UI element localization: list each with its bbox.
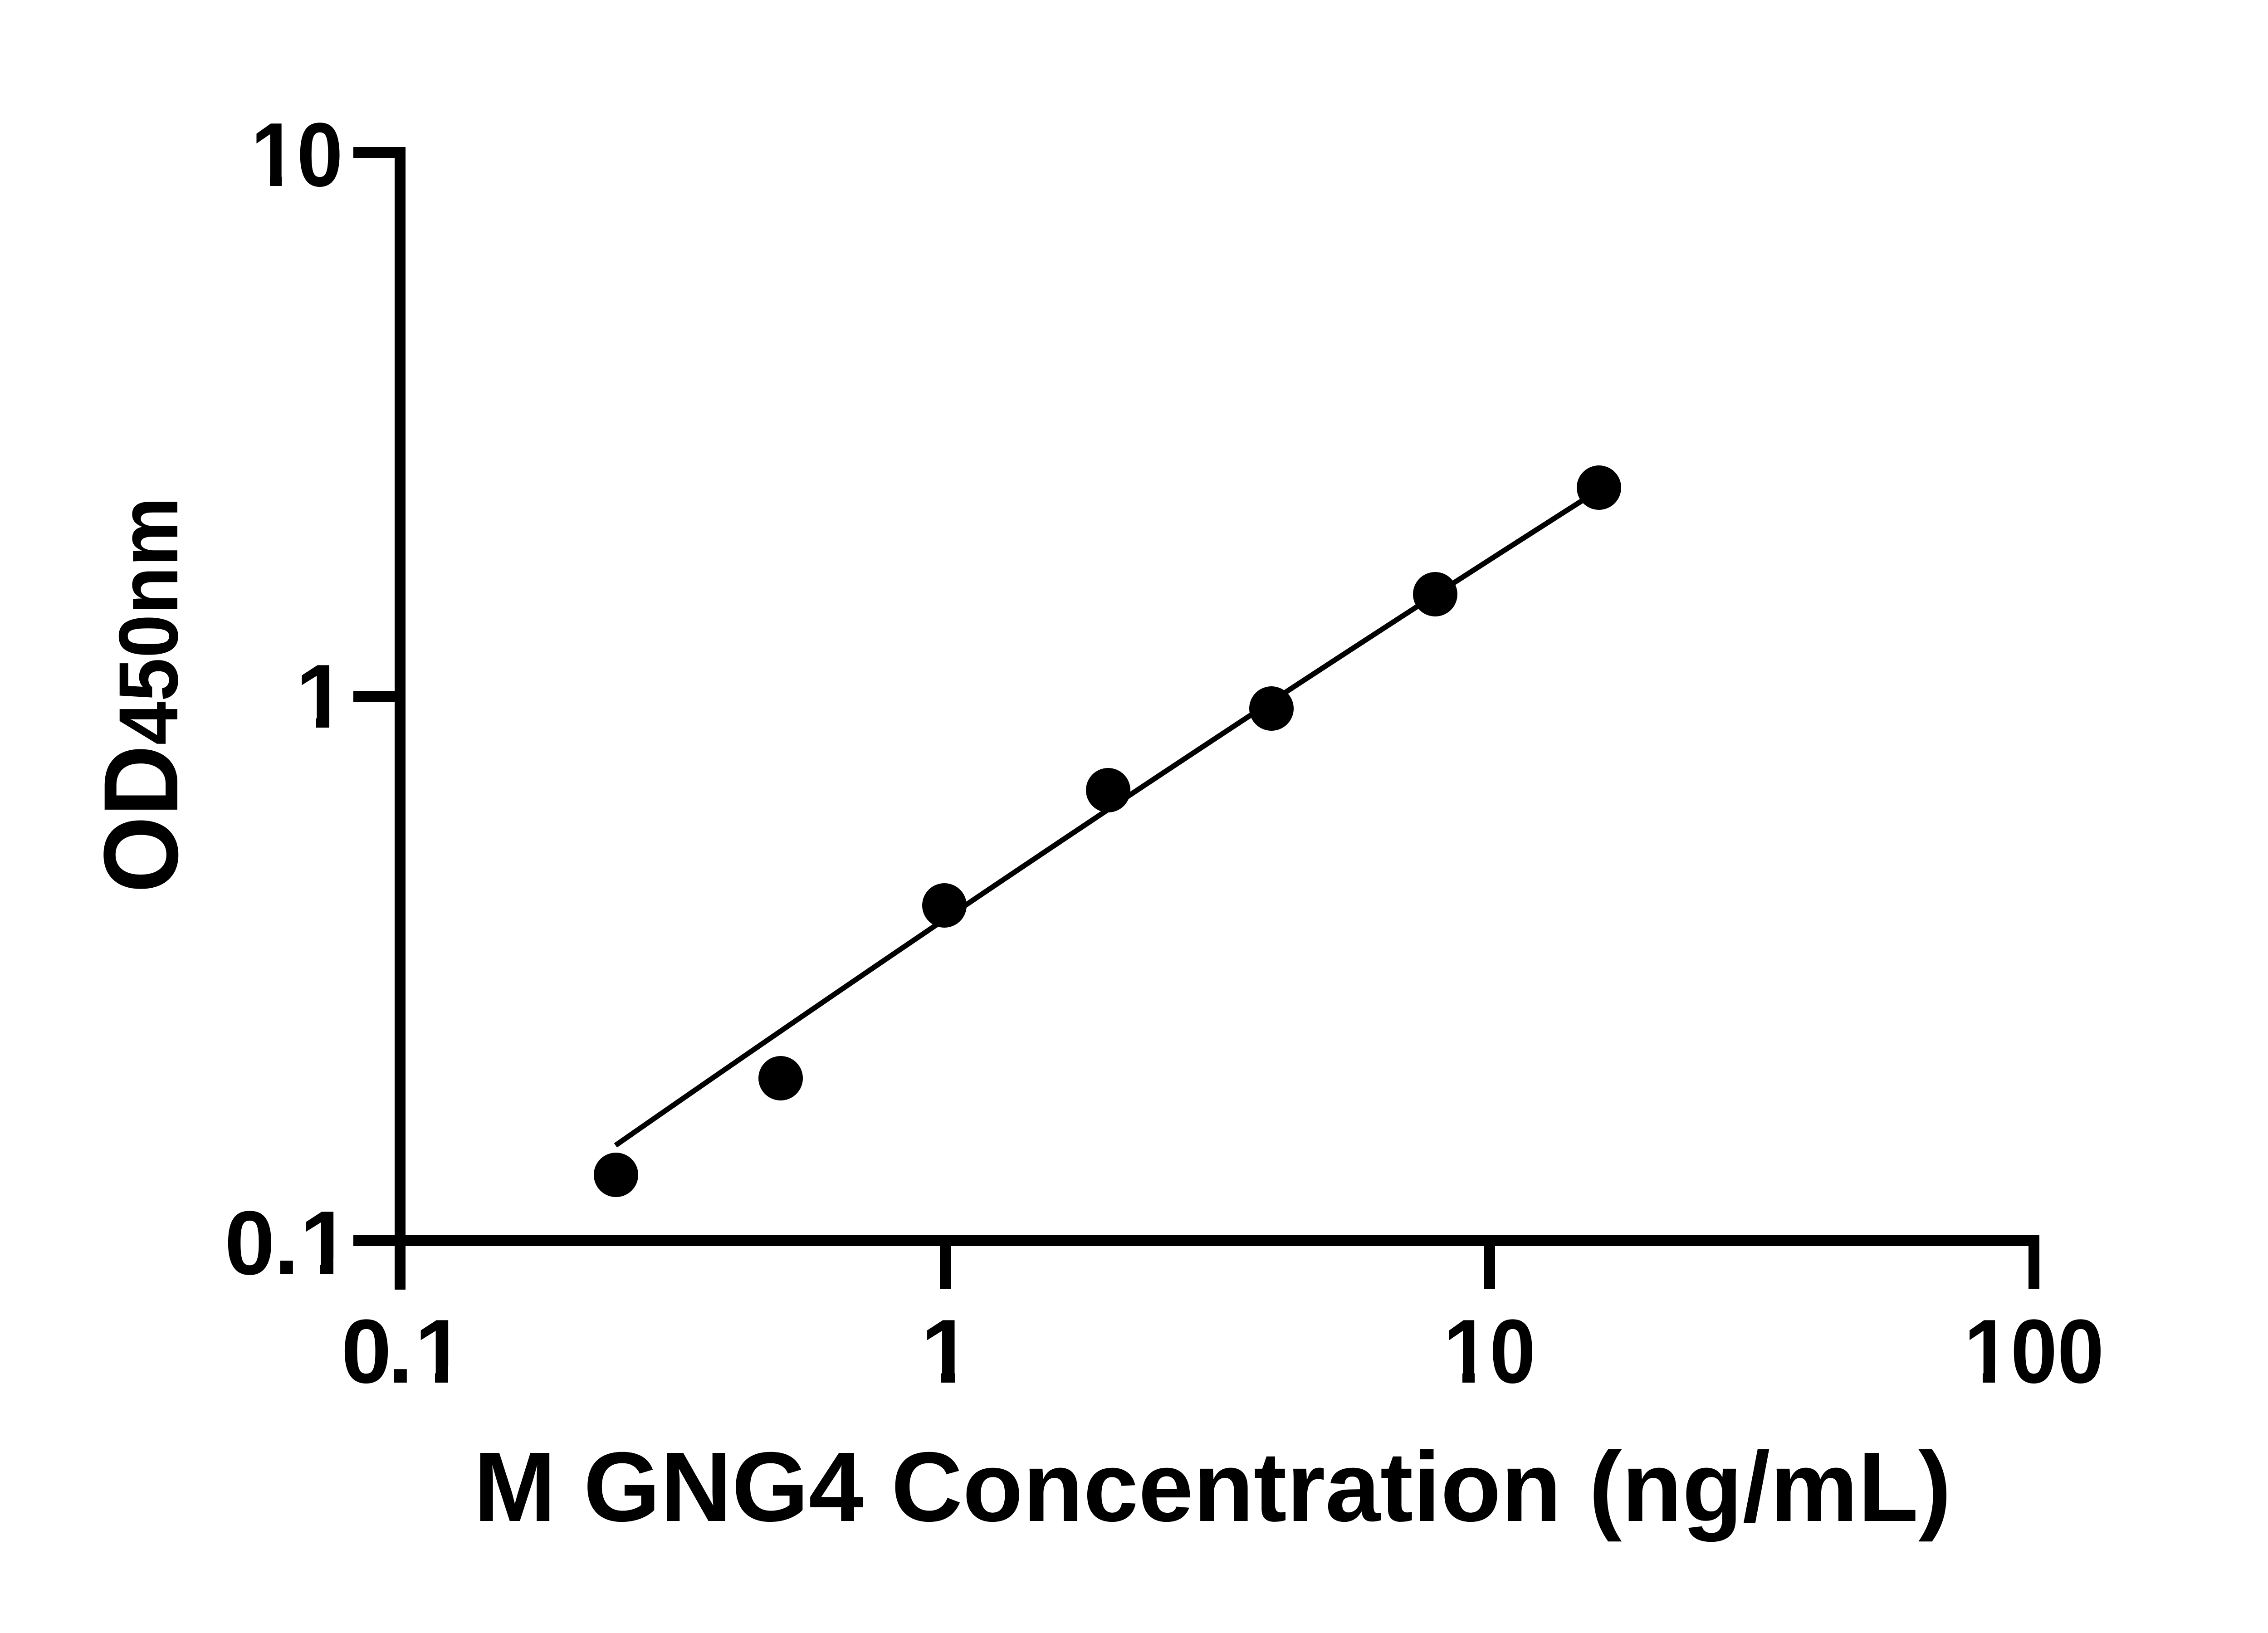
svg-text:0.1: 0.1 — [341, 1301, 465, 1402]
svg-text:0.1: 0.1 — [225, 1193, 350, 1294]
svg-text:100: 100 — [1964, 1301, 2104, 1402]
svg-text:M GNG4 Concentration (ng/mL): M GNG4 Concentration (ng/mL) — [474, 1432, 1951, 1542]
svg-text:1: 1 — [296, 646, 346, 747]
svg-text:OD450nm: OD450nm — [82, 497, 200, 893]
svg-text:10: 10 — [1444, 1301, 1536, 1402]
svg-text:10: 10 — [251, 104, 343, 205]
svg-text:1: 1 — [921, 1301, 971, 1402]
